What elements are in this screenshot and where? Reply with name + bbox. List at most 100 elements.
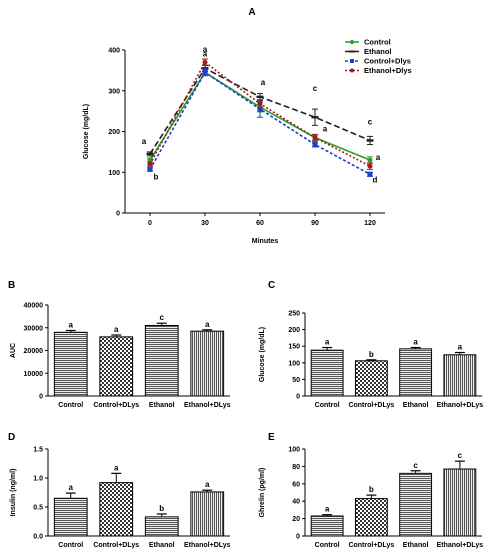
significance-letter: d — [373, 175, 378, 184]
significance-letter: a — [142, 137, 147, 146]
panel-c-bar-chart: C 0 50 100 150 200 250 Glucose (mg/dL) a Control b… — [259, 280, 483, 409]
bar — [190, 491, 225, 537]
x-tick-label: Control — [315, 402, 340, 409]
series-ethanol-dlys: aaa — [147, 45, 381, 170]
significance-letter: a — [458, 343, 463, 352]
data-point — [257, 101, 263, 107]
y-tick-label: 0.0 — [33, 534, 43, 541]
y-tick-label: 0 — [296, 534, 300, 541]
x-axis-title: Minutes — [252, 238, 279, 245]
bar — [53, 331, 88, 397]
y-tick-label: 200 — [288, 327, 300, 334]
data-point — [367, 171, 373, 177]
panel-d-bar-chart: D 0.0 0.5 1.0 1.5 Insulin (ng/ml) a Control a Con… — [8, 432, 231, 549]
data-point — [366, 139, 374, 142]
x-tick-label: Ethanol — [149, 542, 175, 549]
significance-letter: c — [313, 84, 318, 93]
data-point — [367, 163, 373, 169]
significance-letter: c — [160, 313, 165, 322]
bar — [310, 515, 344, 537]
data-point — [256, 95, 264, 99]
legend-swatch-marker — [350, 40, 354, 44]
panel-a-line-chart: A 0 100 200 300 400 Glucose (mg/dL) 0 30 60 90 120 M… — [83, 7, 412, 245]
x-tick-label: 30 — [201, 220, 209, 227]
y-tick-label: 100 — [288, 360, 300, 367]
data-point — [367, 157, 373, 163]
significance-letter: a — [325, 505, 330, 514]
y-tick-label: 80 — [292, 464, 300, 471]
legend-entry-label: Control+Dlys — [364, 57, 411, 66]
bar — [144, 324, 179, 397]
bar — [190, 330, 225, 397]
y-axis-title: Insulin (ng/ml) — [10, 469, 17, 517]
y-tick-label: 300 — [108, 88, 120, 95]
bar — [144, 516, 179, 537]
bar — [354, 360, 388, 397]
legend-swatch-marker — [350, 59, 354, 63]
y-tick-label: 250 — [288, 311, 300, 318]
data-point — [202, 69, 208, 75]
y-tick-label: 0.5 — [33, 505, 43, 512]
panel-letter: C — [268, 280, 275, 291]
significance-letter: a — [69, 320, 74, 329]
significance-letter: a — [325, 338, 330, 347]
x-tick-label: Ethanol — [149, 402, 175, 409]
x-tick-label: Control+DLys — [348, 402, 394, 409]
y-axis-title: Glucose (mg/dL) — [83, 104, 90, 159]
y-tick-label: 200 — [108, 129, 120, 136]
panel-letter: A — [248, 7, 255, 18]
data-point — [147, 157, 153, 163]
significance-letter: b — [159, 504, 164, 513]
x-tick-label: Control+DLys — [93, 542, 139, 549]
significance-letter: c — [458, 451, 463, 460]
legend-entry-label: Ethanol+Dlys — [364, 66, 412, 75]
bar — [443, 468, 477, 537]
significance-letter: a — [205, 480, 210, 489]
panel-letter: E — [268, 432, 275, 443]
series-line — [149, 71, 371, 175]
x-tick-label: Ethanol+DLys — [437, 402, 484, 409]
x-tick-label: Control — [58, 402, 83, 409]
significance-letter: a — [203, 45, 208, 54]
data-point — [312, 142, 318, 148]
y-tick-label: 0 — [296, 394, 300, 401]
panel-letter: B — [8, 280, 15, 291]
y-tick-label: 0 — [116, 211, 120, 218]
significance-letter: c — [413, 461, 418, 470]
significance-letter: b — [369, 350, 374, 359]
data-point — [311, 116, 319, 119]
x-tick-label: Ethanol+DLys — [184, 542, 231, 549]
x-tick-label: Control+DLys — [348, 542, 394, 549]
y-tick-label: 400 — [108, 48, 120, 55]
x-tick-label: 90 — [311, 220, 319, 227]
x-tick-label: Ethanol+DLys — [437, 542, 484, 549]
bar — [399, 472, 433, 537]
y-axis-title: Glucose (mg/dL) — [259, 327, 266, 382]
x-tick-label: Ethanol — [403, 542, 429, 549]
x-tick-label: Ethanol — [403, 402, 429, 409]
y-tick-label: 1.0 — [33, 476, 43, 483]
legend-swatch-marker — [349, 50, 355, 53]
bar — [399, 348, 433, 397]
x-tick-label: Control+DLys — [93, 402, 139, 409]
y-tick-label: 40 — [292, 499, 300, 506]
significance-letter: a — [205, 320, 210, 329]
legend-entry-label: Control — [364, 38, 391, 47]
significance-letter: a — [261, 78, 266, 87]
significance-letter: b — [154, 172, 159, 181]
x-tick-label: 60 — [256, 220, 264, 227]
significance-letter: a — [114, 463, 119, 472]
data-point — [147, 161, 153, 167]
y-tick-label: 30000 — [24, 325, 44, 332]
y-tick-label: 100 — [288, 447, 300, 454]
y-axis-title: AUC — [10, 343, 17, 358]
y-tick-label: 100 — [108, 170, 120, 177]
significance-letter: a — [413, 338, 418, 347]
bar — [310, 349, 344, 397]
significance-letter: a — [69, 483, 74, 492]
y-tick-label: 60 — [292, 481, 300, 488]
y-tick-label: 20000 — [24, 348, 44, 355]
y-tick-label: 20 — [292, 516, 300, 523]
